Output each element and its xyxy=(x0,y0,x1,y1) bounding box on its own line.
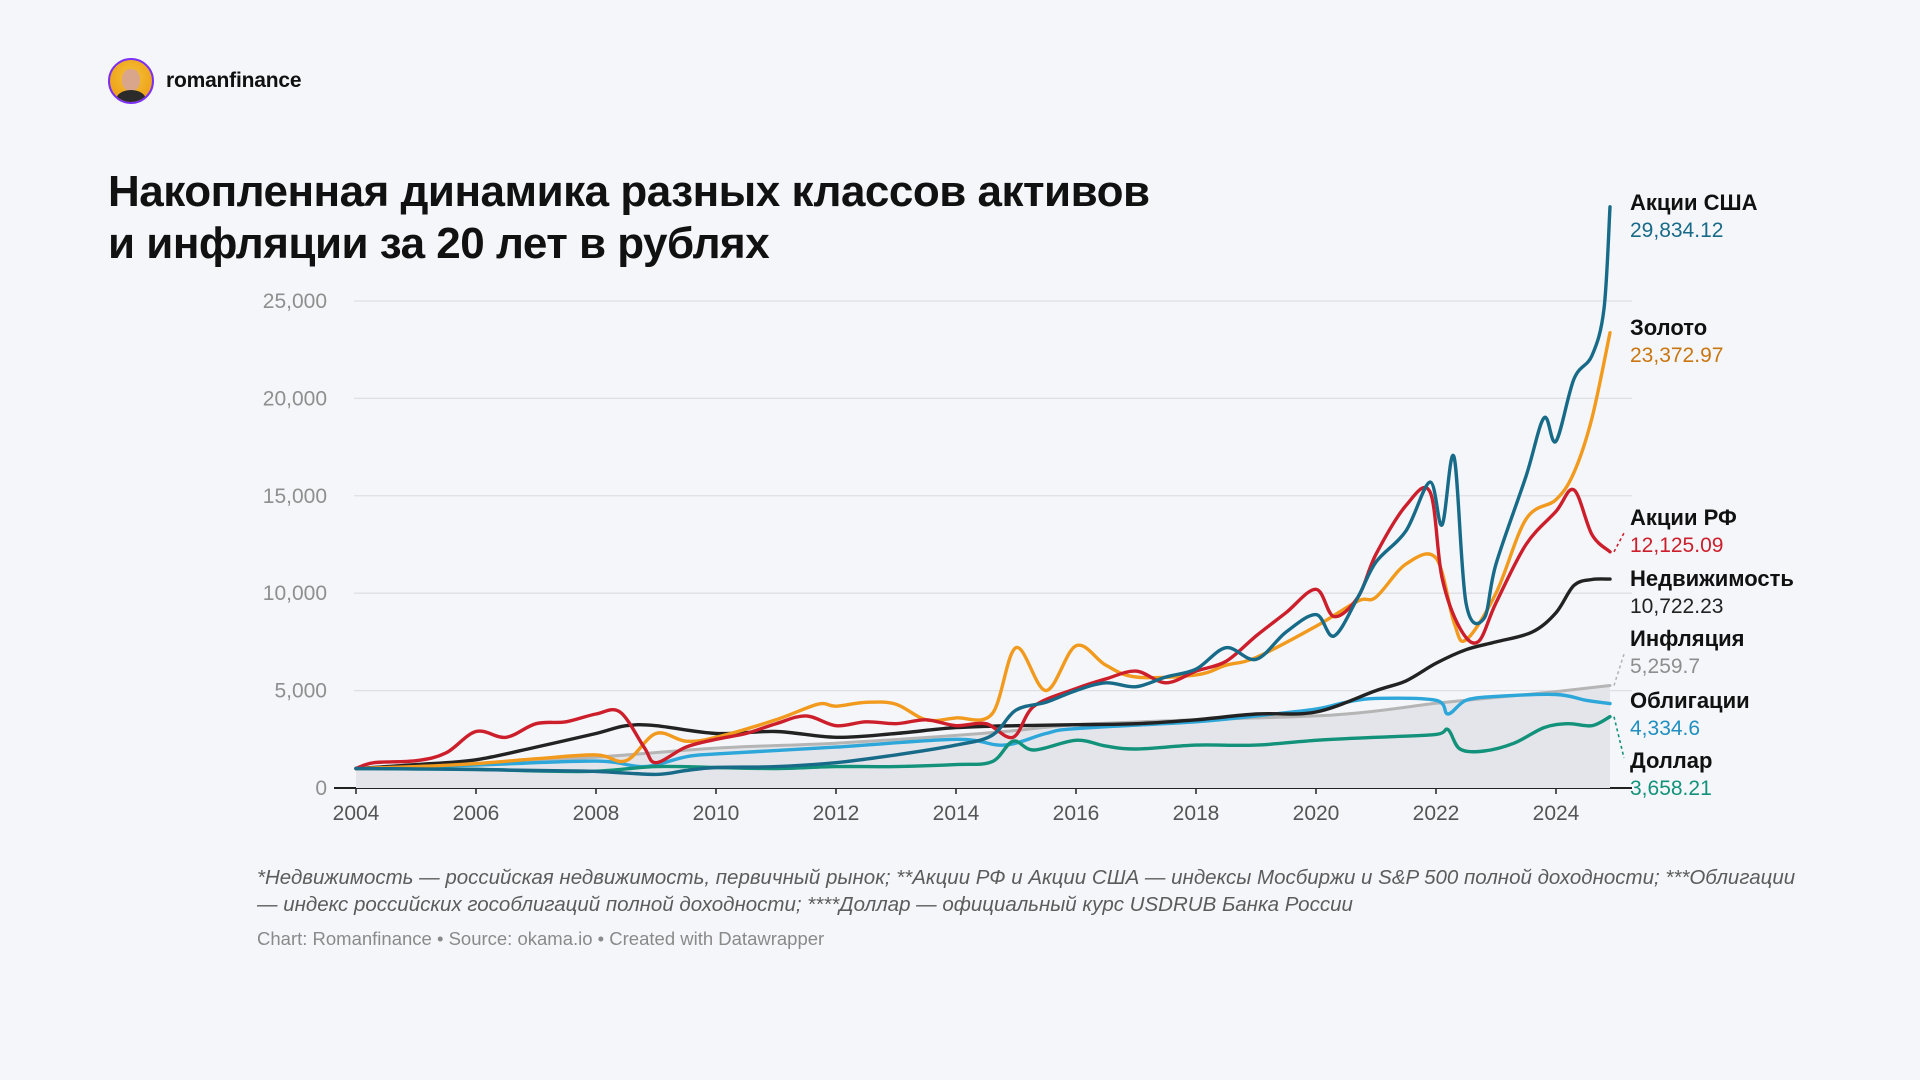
x-tick-label: 2018 xyxy=(1173,802,1220,825)
inflation-label: Инфляция xyxy=(1630,626,1745,651)
chart-title: Накопленная динамика разных классов акти… xyxy=(108,166,1308,270)
us-stocks-line xyxy=(354,205,1612,777)
x-tick-label: 2012 xyxy=(813,802,860,825)
bonds-label: Облигации xyxy=(1630,688,1750,713)
ru-stocks-value: 12,125.09 xyxy=(1630,534,1723,557)
y-tick-label: 0 xyxy=(315,777,327,800)
x-tick-label: 2022 xyxy=(1413,802,1460,825)
ru-stocks-label: Акции РФ xyxy=(1630,505,1737,530)
x-tick-label: 2024 xyxy=(1533,802,1580,825)
label-connector xyxy=(1613,716,1625,759)
grid xyxy=(354,300,1632,692)
bonds-line xyxy=(354,692,1612,771)
ru-stocks-line xyxy=(354,485,1612,771)
inflation-line xyxy=(354,684,1612,770)
chart-credit: Chart: Romanfinance • Source: okama.io •… xyxy=(257,928,825,949)
brand: romanfinance xyxy=(108,58,302,104)
real-estate-label: Недвижимость xyxy=(1630,566,1794,591)
bonds-value: 4,334.6 xyxy=(1630,717,1700,740)
series-end-labels: Инфляция 5,259.7 Облигации 4,334.6 Доллар 3,6… xyxy=(1613,190,1794,800)
y-tick-label: 10,000 xyxy=(263,582,327,605)
y-axis-ticks: 0 5,000 10,000 15,000 20,000 25,000 xyxy=(263,290,327,800)
y-tick-label: 5,000 xyxy=(274,680,327,703)
y-tick-label: 25,000 xyxy=(263,290,327,313)
real-estate-value: 10,722.23 xyxy=(1630,595,1723,618)
brand-name: romanfinance xyxy=(166,69,302,92)
series-lines xyxy=(354,205,1612,777)
x-tick-label: 2016 xyxy=(1053,802,1100,825)
x-tick-label: 2008 xyxy=(573,802,620,825)
usd-label: Доллар xyxy=(1630,748,1712,773)
real-estate-line xyxy=(354,577,1612,771)
avatar xyxy=(108,58,154,104)
us-stocks-value: 29,834.12 xyxy=(1630,219,1723,242)
x-tick-label: 2006 xyxy=(453,802,500,825)
x-axis: 2004 2006 2008 2010 2012 2014 2016 2018 2020 2022… xyxy=(333,787,1632,825)
label-connector xyxy=(1613,532,1625,553)
gold-value: 23,372.97 xyxy=(1630,344,1723,367)
y-tick-label: 15,000 xyxy=(263,485,327,508)
x-tick-label: 2020 xyxy=(1293,802,1340,825)
label-connector xyxy=(1613,653,1625,686)
gold-label: Золото xyxy=(1630,315,1707,340)
footnotes: *Недвижимость — российская недвижимость,… xyxy=(257,866,1796,916)
x-tick-label: 2010 xyxy=(693,802,740,825)
usd-value: 3,658.21 xyxy=(1630,777,1712,800)
chart-title-line-1: Накопленная динамика разных классов акти… xyxy=(108,167,1150,216)
x-tick-label: 2014 xyxy=(933,802,980,825)
usd-line xyxy=(354,715,1612,774)
y-tick-label: 20,000 xyxy=(263,387,327,410)
x-tick-label: 2004 xyxy=(333,802,380,825)
chart-title-line-2: и инфляции за 20 лет в рублях xyxy=(108,219,770,268)
inflation-value: 5,259.7 xyxy=(1630,655,1700,678)
us-stocks-label: Акции США xyxy=(1630,190,1758,215)
